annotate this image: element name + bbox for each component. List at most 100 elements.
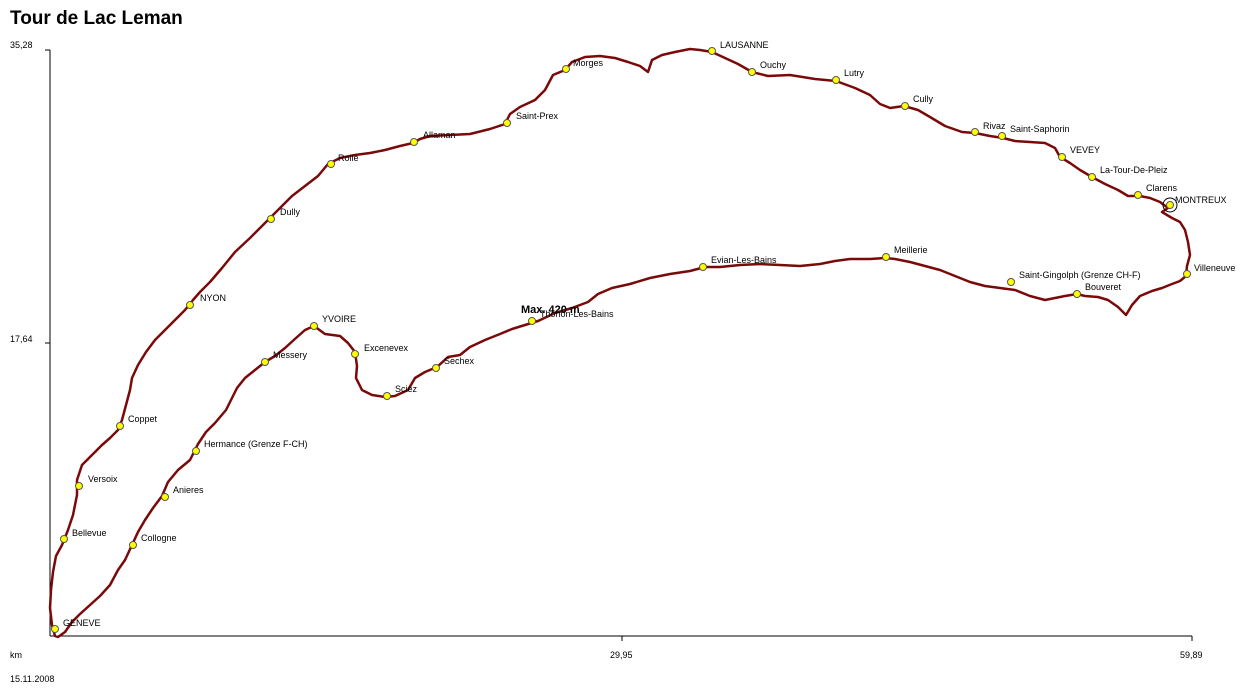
waypoint-label: Clarens <box>1146 183 1178 193</box>
waypoint-rivaz: Rivaz <box>971 121 1006 136</box>
waypoint-anieres: Anieres <box>161 485 204 501</box>
waypoint-label: Saint-Saphorin <box>1010 124 1070 134</box>
waypoint-marker <box>1134 191 1142 199</box>
waypoint-label: Lutry <box>844 68 865 78</box>
start-finish-icon <box>1162 197 1178 213</box>
waypoint-marker <box>129 541 137 549</box>
waypoint-messery: Messery <box>261 350 308 366</box>
waypoint-marker <box>528 317 536 325</box>
waypoint-marker <box>75 482 83 490</box>
waypoint-marker <box>832 76 840 84</box>
waypoint-label: Bouveret <box>1085 282 1122 292</box>
waypoint-label: Ouchy <box>760 60 787 70</box>
waypoint-label: La-Tour-De-Pleiz <box>1100 165 1168 175</box>
waypoint-label: Meillerie <box>894 245 928 255</box>
waypoint-label: Collogne <box>141 533 177 543</box>
waypoint-marker <box>1073 290 1081 298</box>
y-tick-label-mid: 17,64 <box>10 334 33 344</box>
waypoint-sechex: Sechex <box>432 356 475 372</box>
waypoint-marker <box>267 215 275 223</box>
waypoint-marker <box>432 364 440 372</box>
waypoint-marker <box>116 422 124 430</box>
waypoint-marker <box>186 301 194 309</box>
waypoint-marker <box>699 263 707 271</box>
waypoint-marker <box>51 625 59 633</box>
waypoint-versoix: Versoix <box>75 474 118 490</box>
waypoint-rolle: Rolle <box>327 153 359 168</box>
waypoint-sciez: Sciez <box>383 384 418 400</box>
waypoint-label: Sechex <box>444 356 475 366</box>
waypoint-evian: Evian-Les-Bains <box>699 255 777 271</box>
waypoint-yvoire: YVOIRE <box>310 314 356 330</box>
map-title: Tour de Lac Leman <box>10 8 183 29</box>
waypoint-thonon: Thonon-Les-Bains <box>528 309 614 325</box>
waypoint-coppet: Coppet <box>116 414 158 430</box>
route-line <box>48 47 1192 639</box>
date-stamp: 15.11.2008 <box>10 674 55 684</box>
waypoint-marker <box>327 160 335 168</box>
waypoint-label: MONTREUX <box>1175 195 1227 205</box>
waypoint-label: NYON <box>200 293 226 303</box>
waypoint-bellevue: Bellevue <box>60 528 107 543</box>
x-unit-label: km <box>10 650 22 660</box>
waypoint-bouveret: Bouveret <box>1073 282 1122 298</box>
waypoint-geneve: GENEVE <box>51 618 101 633</box>
waypoint-label: Hermance (Grenze F-CH) <box>204 439 308 449</box>
max-elevation-label: Max. 420 m <box>521 304 580 316</box>
waypoint-saint-prex: Saint-Prex <box>503 111 559 127</box>
waypoint-label: Morges <box>573 58 604 68</box>
waypoint-saint-saphorin: Saint-Saphorin <box>998 124 1070 140</box>
waypoint-lausanne: LAUSANNE <box>708 40 769 55</box>
waypoint-label: VEVEY <box>1070 145 1100 155</box>
waypoint-morges: Morges <box>562 58 604 73</box>
waypoint-marker <box>882 253 890 261</box>
waypoint-marker <box>503 119 511 127</box>
waypoint-ouchy: Ouchy <box>748 60 787 76</box>
waypoint-allaman: Allaman <box>410 130 456 146</box>
waypoint-marker <box>971 128 979 136</box>
waypoint-label: Rolle <box>338 153 359 163</box>
waypoint-marker <box>161 493 169 501</box>
waypoint-marker <box>748 68 756 76</box>
waypoint-marker <box>192 447 200 455</box>
waypoint-clarens: Clarens <box>1134 183 1178 199</box>
y-tick-label-top: 35,28 <box>10 40 33 50</box>
waypoint-saint-gingolph: Saint-Gingolph (Grenze CH-F) <box>1007 270 1141 286</box>
waypoint-nyon: NYON <box>186 293 226 309</box>
waypoint-marker <box>1183 270 1191 278</box>
waypoint-marker <box>351 350 359 358</box>
waypoint-label: Saint-Gingolph (Grenze CH-F) <box>1019 270 1141 280</box>
waypoint-meillerie: Meillerie <box>882 245 928 261</box>
waypoint-montreux: MONTREUX <box>1162 195 1227 213</box>
x-tick-label-end: 59,89 <box>1180 650 1203 660</box>
waypoint-excenevex: Excenevex <box>351 343 409 358</box>
waypoint-marker <box>383 392 391 400</box>
waypoint-marker <box>1088 173 1096 181</box>
waypoint-marker <box>310 322 318 330</box>
waypoint-label: GENEVE <box>63 618 101 628</box>
waypoint-vevey: VEVEY <box>1058 145 1100 161</box>
waypoint-label: Dully <box>280 207 301 217</box>
waypoint-label: Villeneuve <box>1194 263 1235 273</box>
waypoint-collogne: Collogne <box>129 533 177 549</box>
waypoint-label: Versoix <box>88 474 118 484</box>
waypoint-hermance: Hermance (Grenze F-CH) <box>192 439 308 455</box>
waypoint-marker <box>998 132 1006 140</box>
waypoint-cully: Cully <box>901 94 934 110</box>
waypoint-marker <box>410 138 418 146</box>
waypoint-label: Saint-Prex <box>516 111 559 121</box>
waypoint-label: Evian-Les-Bains <box>711 255 777 265</box>
waypoint-marker <box>708 47 716 55</box>
waypoint-label: Messery <box>273 350 308 360</box>
waypoint-label: Cully <box>913 94 934 104</box>
waypoint-label: Excenevex <box>364 343 409 353</box>
waypoint-label: Thonon-Les-Bains <box>540 309 614 319</box>
waypoint-dully: Dully <box>267 207 301 223</box>
waypoint-label: Sciez <box>395 384 418 394</box>
waypoint-lutry: Lutry <box>832 68 865 84</box>
waypoint-marker <box>1007 278 1015 286</box>
waypoint-label: Allaman <box>423 130 456 140</box>
waypoint-marker <box>60 535 68 543</box>
waypoint-label: Bellevue <box>72 528 107 538</box>
